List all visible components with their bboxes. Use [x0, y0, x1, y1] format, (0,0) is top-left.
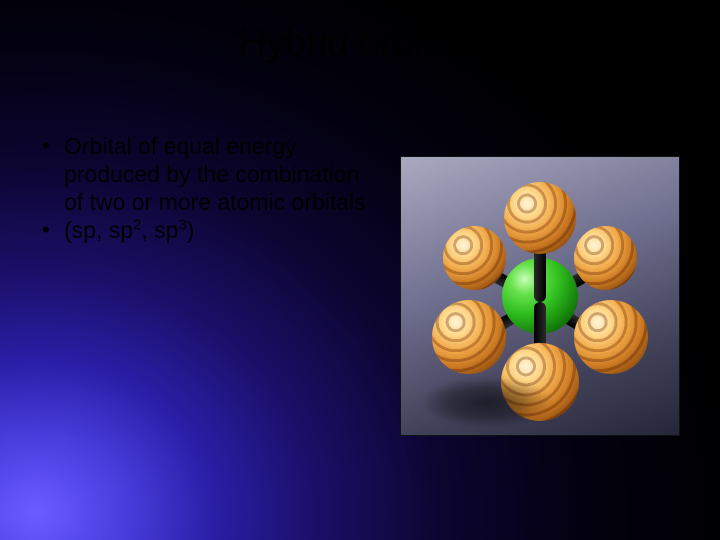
bullet-text: Orbital of equal energy produced by the … [64, 132, 368, 216]
molecule-figure [400, 156, 680, 436]
bullet-list: • Orbital of equal energy produced by th… [38, 132, 368, 244]
outer-atom [443, 226, 506, 289]
outer-atom [574, 300, 647, 373]
list-item: • (sp, sp2, sp3) [38, 216, 368, 244]
shadow [421, 377, 551, 427]
bullet-icon: • [38, 132, 64, 160]
outer-atom [504, 182, 576, 254]
slide-title: Hybrid orbitals [0, 22, 720, 65]
outer-atom [432, 300, 505, 373]
outer-atom [574, 226, 637, 289]
bullet-text: (sp, sp2, sp3) [64, 216, 194, 244]
list-item: • Orbital of equal energy produced by th… [38, 132, 368, 216]
bullet-icon: • [38, 216, 64, 244]
